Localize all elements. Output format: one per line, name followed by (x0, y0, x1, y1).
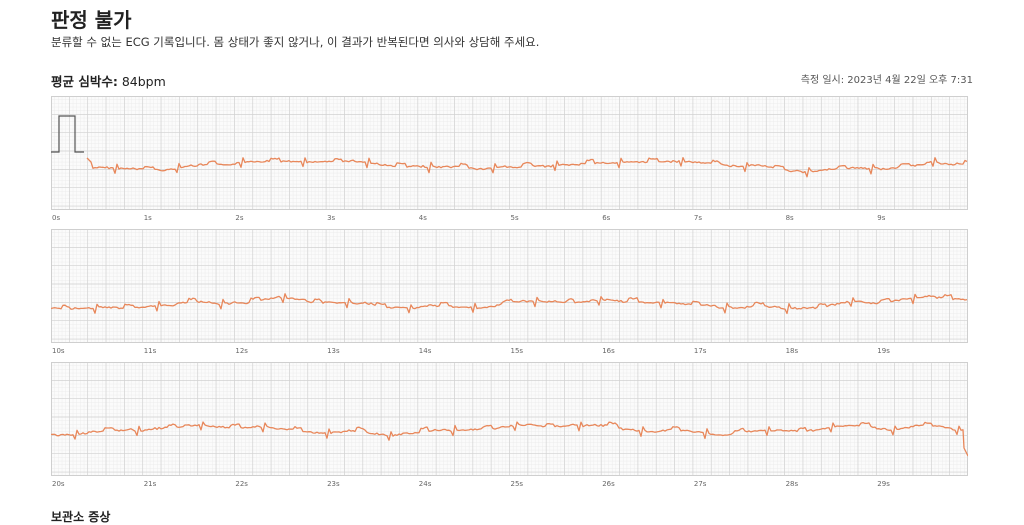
time-tick-label: 22s (235, 480, 248, 488)
time-tick-label: 18s (786, 347, 799, 355)
ecg-strip-3: 20s 21s 22s 23s 24s 25s 26s 27s 28s 29s (51, 362, 968, 490)
time-tick-label: 15s (511, 347, 524, 355)
time-tick-label: 20s (52, 480, 65, 488)
time-tick-label: 26s (602, 480, 615, 488)
ecg-strip-svg: 10s 11s 12s 13s 14s 15s 16s 17s 18s 19s (51, 229, 968, 355)
time-tick-label: 14s (419, 347, 432, 355)
heart-rate-label: 평균 심박수: (51, 74, 118, 89)
time-tick-label: 3s (327, 214, 335, 222)
time-tick-label: 0s (52, 214, 60, 222)
time-tick-label: 19s (877, 347, 890, 355)
time-tick-label: 29s (877, 480, 890, 488)
average-heart-rate: 평균 심박수: 84bpm (51, 71, 166, 90)
time-tick-label: 25s (511, 480, 524, 488)
time-tick-label: 21s (144, 480, 157, 488)
time-tick-label: 23s (327, 480, 340, 488)
ecg-strip-1: 0s 1s 2s 3s 4s 5s 6s 7s 8s 9s (51, 96, 968, 224)
heart-rate-value: 84bpm (121, 74, 166, 89)
time-tick-label: 6s (602, 214, 610, 222)
ecg-trace (86, 156, 968, 178)
ecg-strip-2: 10s 11s 12s 13s 14s 15s 16s 17s 18s 19s (51, 229, 968, 357)
calibration-pulse (51, 115, 84, 153)
time-tick-label: 11s (144, 347, 157, 355)
time-tick-label: 2s (235, 214, 243, 222)
time-tick-label: 28s (786, 480, 799, 488)
result-description: 분류할 수 없는 ECG 기록입니다. 몸 상태가 좋지 않거나, 이 결과가 … (51, 35, 540, 49)
time-tick-label: 5s (511, 214, 519, 222)
time-tick-label: 10s (52, 347, 65, 355)
time-tick-label: 9s (877, 214, 885, 222)
time-tick-label: 24s (419, 480, 432, 488)
time-tick-label: 12s (235, 347, 248, 355)
time-tick-label: 8s (786, 214, 794, 222)
ecg-strip-svg: 0s 1s 2s 3s 4s 5s 6s 7s 8s 9s (51, 96, 968, 222)
page-title: 판정 불가 (51, 8, 132, 32)
time-tick-label: 16s (602, 347, 615, 355)
time-tick-label: 13s (327, 347, 340, 355)
ecg-trace (51, 421, 968, 457)
time-tick-label: 27s (694, 480, 707, 488)
time-tick-label: 17s (694, 347, 707, 355)
measured-datetime: 측정 일시: 2023년 4월 22일 오후 7:31 (800, 75, 973, 86)
ecg-strip-svg: 20s 21s 22s 23s 24s 25s 26s 27s 28s 29s (51, 362, 968, 488)
next-section-heading: 보관소 증상 (51, 510, 111, 524)
time-tick-label: 1s (144, 214, 152, 222)
time-tick-label: 7s (694, 214, 702, 222)
time-tick-label: 4s (419, 214, 427, 222)
ecg-trace (51, 293, 968, 315)
